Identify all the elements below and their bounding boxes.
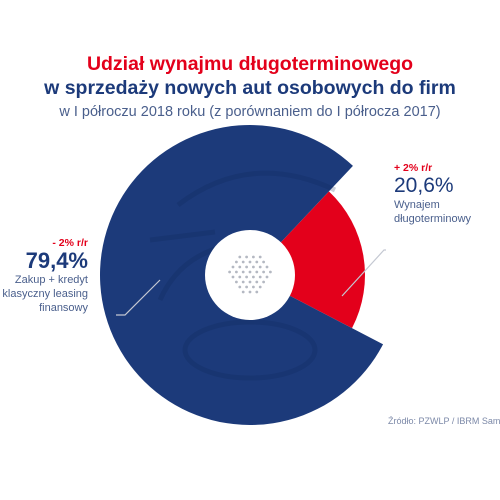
- label-wynajem-line-2: długoterminowy: [394, 213, 472, 225]
- label-zakup-line-2: klasyczny leasing: [2, 288, 88, 300]
- chart-subtitle: w I półroczu 2018 roku (z porównaniem do…: [59, 104, 441, 120]
- change-wynajem: + 2% r/r: [394, 162, 433, 174]
- donut-hole: [205, 230, 295, 320]
- chart-title-line-1: Udział wynajmu długoterminowego: [86, 53, 414, 75]
- dot-pattern-logo: [228, 255, 272, 294]
- source-note: Źródło: PZWLP / IBRM Samar: [388, 416, 500, 426]
- label-zakup-line-3: finansowy: [39, 302, 88, 314]
- value-zakup: 79,4%: [25, 248, 88, 273]
- label-zakup: - 2% r/r 79,4% Zakup + kredyt klasyczny …: [2, 237, 88, 315]
- change-zakup: - 2% r/r: [52, 237, 88, 249]
- label-wynajem: + 2% r/r 20,6% Wynajem długoterminowy: [394, 162, 471, 226]
- chart-title-line-2: w sprzedaży nowych aut osobowych do firm: [44, 77, 456, 99]
- label-zakup-line-1: Zakup + kredyt: [14, 274, 88, 286]
- leader-line-right: [341, 249, 386, 297]
- leader-line-left: [116, 279, 161, 316]
- label-wynajem-line-1: Wynajem: [394, 199, 440, 211]
- car-silhouette: [149, 170, 337, 381]
- value-wynajem: 20,6%: [394, 174, 454, 197]
- pie-slice-0: [250, 191, 366, 329]
